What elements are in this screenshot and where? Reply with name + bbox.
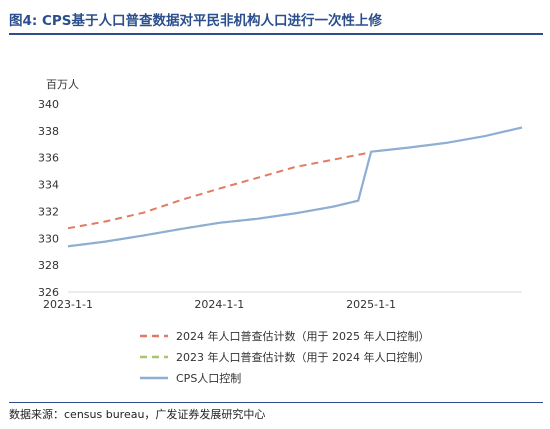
legend-label-2: 2023 年人口普查估计数（用于 2024 年人口控制） <box>176 350 429 364</box>
y-tick-label: 330 <box>38 232 59 245</box>
y-ticks: 326 328 330 332 334 336 338 340 <box>38 98 59 299</box>
series-line-1 <box>67 151 372 230</box>
x-tick-label: 2024-1-1 <box>194 298 244 311</box>
x-ticks: 2023-1-1 2024-1-1 2025-1-1 <box>43 298 396 311</box>
legend: 2024 年人口普查估计数（用于 2025 年人口控制） 2023 年人口普查估计… <box>140 329 429 385</box>
y-tick-label: 332 <box>38 205 59 218</box>
y-tick-label: 326 <box>38 286 59 299</box>
legend-label-3: CPS人口控制 <box>176 371 241 385</box>
y-tick-label: 336 <box>38 152 59 165</box>
legend-label-1: 2024 年人口普查估计数（用于 2025 年人口控制） <box>176 329 429 343</box>
title-rule <box>9 33 543 35</box>
source-rule <box>9 402 543 403</box>
x-tick-label: 2025-1-1 <box>346 298 396 311</box>
y-tick-label: 340 <box>38 98 59 111</box>
y-tick-label: 328 <box>38 259 59 272</box>
x-tick-label: 2023-1-1 <box>43 298 93 311</box>
series-lines <box>67 126 523 248</box>
data-source-note: 数据来源：census bureau，广发证券发展研究中心 <box>9 408 266 421</box>
y-axis-label: 百万人 <box>46 78 79 91</box>
series-line-3 <box>67 126 523 248</box>
y-tick-label: 338 <box>38 125 59 138</box>
y-tick-label: 334 <box>38 179 59 192</box>
figure-title: 图4: CPS基于人口普查数据对平民非机构人口进行一次性上修 <box>9 13 383 29</box>
